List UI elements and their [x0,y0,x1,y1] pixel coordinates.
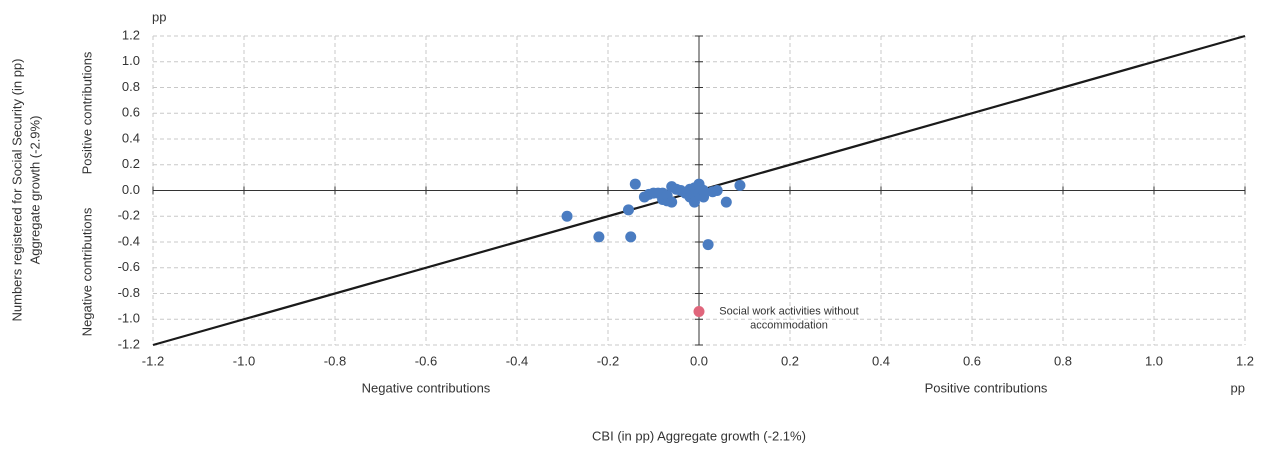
x-tick-label: 0.2 [781,353,799,368]
x-tick-label: -1.2 [142,353,164,368]
point [561,210,573,222]
y-tick-label: -0.8 [118,285,140,300]
highlight-point [693,306,705,318]
point [666,196,678,208]
y-tick-label: 0.4 [122,130,140,145]
annotation: accommodation [750,319,828,331]
point [688,196,700,208]
y-axis-label: Aggregate growth (-2.9%) [27,116,42,265]
x-tick-label: 0.6 [963,353,981,368]
point [625,231,637,243]
x-axis-label: CBI (in pp) Aggregate growth (-2.1%) [592,428,806,443]
point [720,196,732,208]
point [702,239,714,251]
y-tick-label: -0.2 [118,208,140,223]
x-tick-label: -0.8 [324,353,346,368]
x-tick-label: -0.6 [415,353,437,368]
y-unit: pp [152,9,166,24]
y-tick-label: -1.2 [118,336,140,351]
x-positive-label: Positive contributions [925,380,1048,395]
y-tick-label: 1.2 [122,27,140,42]
x-tick-label: 1.2 [1236,353,1254,368]
point [622,204,634,216]
point [734,179,746,191]
point [698,185,710,196]
y-negative-label: Negative contributions [79,207,94,336]
point [629,178,641,190]
x-tick-label: 0.8 [1054,353,1072,368]
y-axis-label: Numbers registered for Social Security (… [9,59,24,322]
x-tick-label: 0.0 [690,353,708,368]
y-positive-label: Positive contributions [79,51,94,174]
x-tick-label: 1.0 [1145,353,1163,368]
y-tick-label: -0.4 [118,233,140,248]
x-unit: pp [1231,380,1245,395]
y-tick-label: 0.8 [122,79,140,94]
y-tick-label: -1.0 [118,311,140,326]
y-tick-label: 0.0 [122,182,140,197]
point [711,185,723,196]
y-tick-label: 0.2 [122,156,140,171]
annotation: Social work activities without [719,305,858,317]
point [593,231,605,243]
y-tick-label: -0.6 [118,259,140,274]
x-tick-label: 0.4 [872,353,890,368]
x-negative-label: Negative contributions [362,380,491,395]
x-tick-label: -1.0 [233,353,255,368]
y-tick-label: 1.0 [122,53,140,68]
x-tick-label: -0.4 [506,353,528,368]
x-tick-label: -0.2 [597,353,619,368]
y-tick-label: 0.6 [122,105,140,120]
